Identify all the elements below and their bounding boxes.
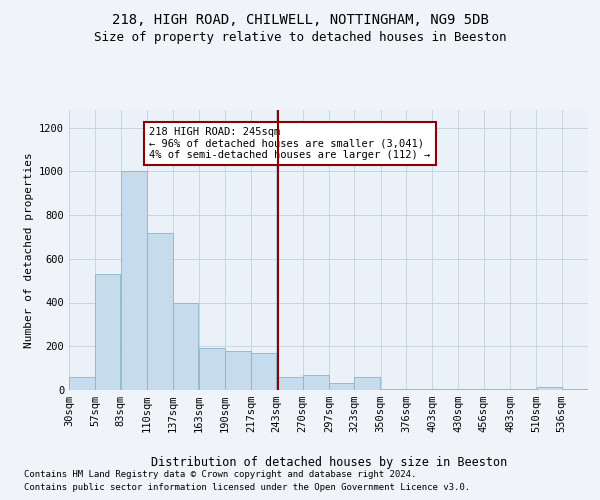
Y-axis label: Number of detached properties: Number of detached properties (23, 152, 34, 348)
Text: Size of property relative to detached houses in Beeston: Size of property relative to detached ho… (94, 31, 506, 44)
Bar (510, 389, 536, 390)
Bar (95, 274, 121, 390)
Bar (381, 389, 406, 390)
Text: Contains HM Land Registry data © Crown copyright and database right 2024.: Contains HM Land Registry data © Crown c… (24, 470, 416, 479)
Bar (251, 353, 276, 390)
Bar (458, 389, 484, 390)
Bar (355, 377, 380, 390)
Bar (69, 377, 95, 390)
Bar (329, 384, 354, 390)
Bar (536, 386, 562, 390)
Text: 218, HIGH ROAD, CHILWELL, NOTTINGHAM, NG9 5DB: 218, HIGH ROAD, CHILWELL, NOTTINGHAM, NG… (112, 12, 488, 26)
Bar (121, 171, 147, 390)
Bar (277, 377, 302, 390)
Bar (147, 232, 173, 390)
Bar (199, 348, 224, 390)
Bar (406, 389, 432, 390)
Text: Contains public sector information licensed under the Open Government Licence v3: Contains public sector information licen… (24, 483, 470, 492)
Bar (484, 389, 510, 390)
Bar (303, 374, 329, 390)
Bar (433, 389, 458, 390)
Text: 218 HIGH ROAD: 245sqm
← 96% of detached houses are smaller (3,041)
4% of semi-de: 218 HIGH ROAD: 245sqm ← 96% of detached … (149, 127, 431, 160)
Bar (562, 389, 588, 390)
Bar (225, 350, 251, 390)
Text: Distribution of detached houses by size in Beeston: Distribution of detached houses by size … (151, 456, 507, 469)
Bar (173, 302, 199, 390)
